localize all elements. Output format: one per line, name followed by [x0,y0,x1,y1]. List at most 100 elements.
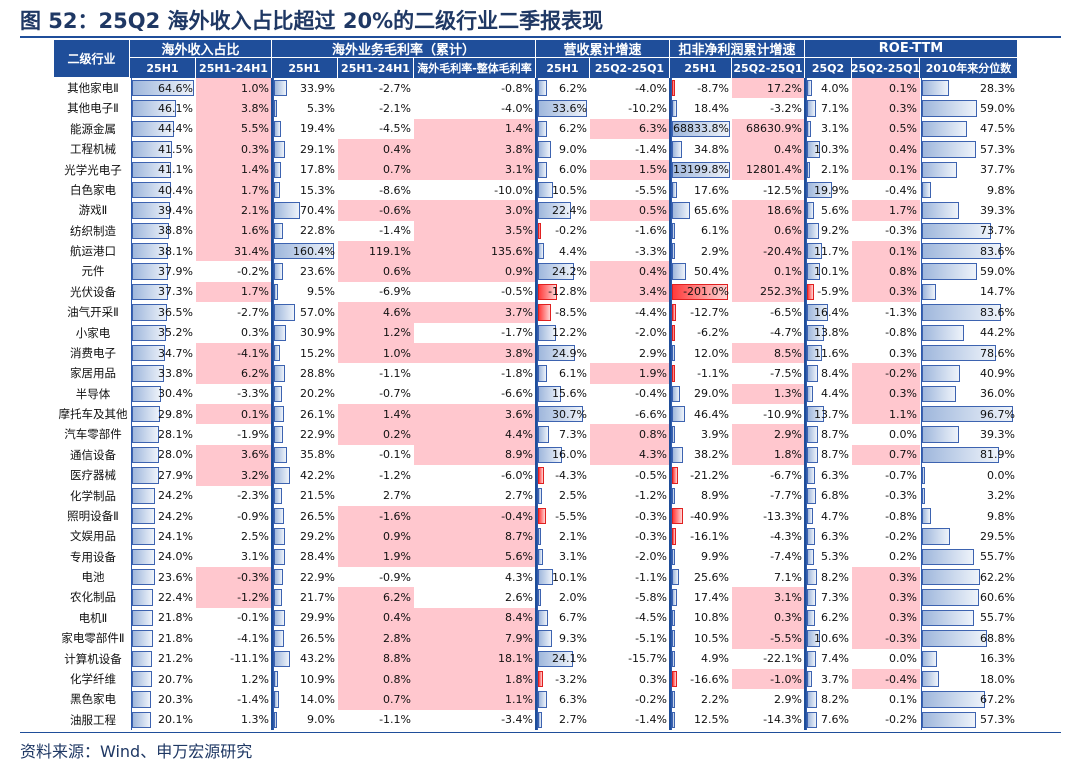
cell-value: 0.1% [241,407,269,421]
table-cell: 8.4% [805,363,852,383]
table-cell: -5.5% [732,628,805,649]
value-bar [274,243,335,260]
cell-value: 1.4% [505,122,533,136]
table-cell: 68.8% [920,628,1018,648]
row-label: 专用设备 [70,549,116,564]
table-cell: 47.5% [920,119,1018,139]
cell-value: 39.4% [158,203,193,217]
table-cell: 0.8% [852,261,920,282]
cell-value: 14.0% [300,692,335,706]
cell-value: -2.3% [237,489,269,503]
cell-value: 0.6% [774,224,802,238]
cell-value: 1.4% [241,163,269,177]
value-bar [807,80,813,97]
cell-value: 0.3% [889,591,917,605]
row-label: 化学制品 [70,488,116,503]
cell-value: 20.2% [300,387,335,401]
negative-bar [538,467,545,484]
cell-value: 7.3% [559,428,587,442]
cell-value: 5.3% [821,550,849,564]
table-cell: -40.9% [670,506,732,526]
table-cell: 41.5% [130,139,196,159]
value-bar [274,507,284,525]
cell-value: -0.5% [635,468,667,482]
table-cell: 18.0% [920,669,1018,689]
row-label: 汽车零部件 [64,427,122,442]
group-header: ROE-TTM [805,40,1018,58]
cell-value: 6.3% [821,529,849,543]
cell-value: 17.4% [694,591,729,605]
cell-value: 65.6% [694,203,729,217]
cell-value: 16.0% [552,448,587,462]
cell-value: 64.6% [158,81,193,95]
cell-value: 2.7% [559,713,587,727]
cell-value: 47.5% [980,122,1015,136]
value-bar [672,406,685,423]
negative-bar [672,467,678,484]
value-bar [922,670,939,688]
table-cell: 4.0% [805,78,852,98]
cell-value: 6.3% [821,468,849,482]
table-cell: 46.1% [130,98,196,118]
table-cell: 0.3% [852,587,920,608]
cell-value: -4.5% [635,611,667,625]
cell-value: 33.6% [552,102,587,116]
table-cell: 1.1% [414,689,536,710]
cell-value: 29.2% [300,529,335,543]
table-cell: 1.6% [196,220,272,241]
table-cell: 6.3% [536,689,590,709]
table-cell: 8.7% [805,445,852,465]
table-cell: 44.4% [130,119,196,139]
table-cell: 13.8% [805,323,852,343]
table-cell: 1.9% [338,546,414,567]
cell-value: -4.4% [635,305,667,319]
cell-value: 41.5% [158,142,193,156]
cell-value: 19.9% [814,183,849,197]
value-bar [672,181,677,199]
cell-value: -4.1% [237,346,269,360]
table-cell: 39.3% [920,200,1018,220]
footer-rule [20,732,1061,733]
value-bar [922,548,975,565]
cell-value: 0.3% [889,570,917,584]
value-bar [274,446,288,464]
table-cell: 16.0% [536,445,590,465]
value-bar [922,507,932,525]
cell-value: 27.9% [158,468,193,482]
table-cell: 21.7% [272,587,338,607]
table-cell: 21.5% [272,486,338,506]
cell-value: 1.8% [774,448,802,462]
value-bar [807,406,825,423]
cell-value: 4.4% [821,387,849,401]
table-cell: 0.6% [732,220,805,241]
cell-value: -2.0% [635,550,667,564]
cell-value: 28.8% [300,366,335,380]
cell-value: 2.9% [701,244,729,258]
value-bar [807,385,813,402]
cell-value: -0.2% [885,529,917,543]
table-cell: 28.3% [920,78,1018,98]
cell-value: 20.1% [158,713,193,727]
cell-value: 8.2% [821,692,849,706]
table-cell: 4.4% [536,241,590,261]
cell-value: -4.0% [635,81,667,95]
cell-value: 9.0% [559,142,587,156]
cell-value: 3.8% [505,346,533,360]
negative-bar [672,80,675,97]
table-cell: 1.3% [732,383,805,404]
cell-value: -0.4% [885,672,917,686]
cell-value: 22.9% [300,570,335,584]
table-cell: -201.0% [670,282,732,302]
cell-value: -10.9% [763,407,802,421]
table-cell: 7.9% [414,628,536,649]
table-cell: 0.8% [338,668,414,690]
table-cell: 0.7% [338,689,414,710]
cell-value: -0.1% [237,611,269,625]
cell-value: 0.4% [639,265,667,279]
table-cell: 6.0% [536,160,590,180]
value-bar [538,202,571,219]
table-cell: 33.9% [272,78,338,98]
cell-value: 18.6% [767,203,802,217]
table-cell: 6.2% [338,587,414,608]
cell-value: -0.3% [885,489,917,503]
